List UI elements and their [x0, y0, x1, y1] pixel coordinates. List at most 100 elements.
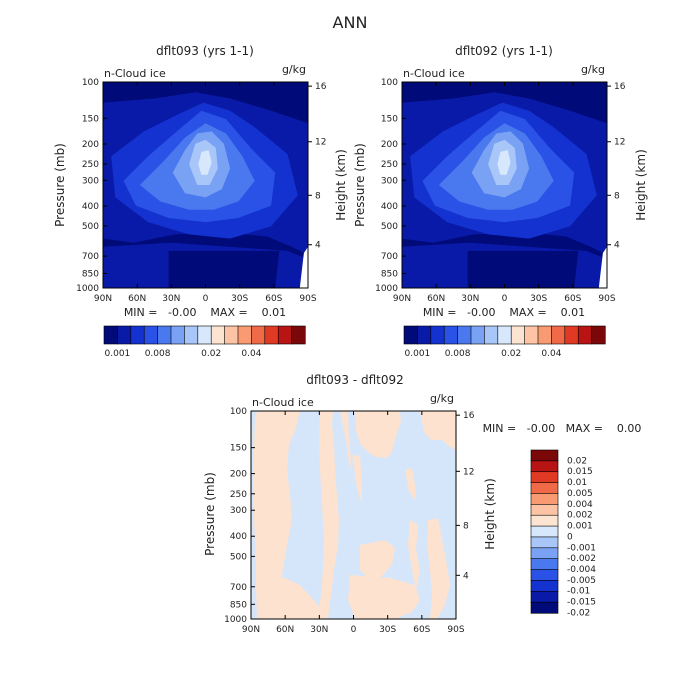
colorbar-box: [170, 325, 185, 345]
colorbar-box: [524, 325, 539, 345]
topography-mask: [598, 246, 607, 288]
contour-field: [402, 82, 607, 288]
contour-field: [103, 82, 308, 288]
colorbar-box: [530, 482, 559, 495]
units-label: g/kg: [430, 392, 454, 405]
x-tick-label: 60N: [128, 294, 146, 304]
surface-core: [467, 250, 579, 288]
topography-mask: [299, 246, 308, 288]
contour-level-7: [497, 150, 511, 175]
contour-levels: [402, 92, 607, 288]
panel-dflt092: dflt092 (yrs 1-1) n-Cloud ice g/kg Press…: [353, 44, 648, 359]
contour-level-7: [198, 150, 212, 175]
colorbar-box: [530, 536, 559, 549]
y-tick-label: 400: [82, 202, 99, 212]
panel-title: dflt092 (yrs 1-1): [455, 44, 553, 58]
colorbar-box: [530, 493, 559, 505]
variable-label: n-Cloud ice: [104, 67, 166, 80]
y-tick-label: 400: [381, 202, 398, 212]
colorbar-label: -0.005: [567, 576, 596, 586]
y2-tick-label: 4: [315, 241, 321, 251]
units-label: g/kg: [282, 63, 306, 76]
colorbar-label: 0.02: [501, 349, 521, 359]
y2-tick-label: 8: [463, 521, 469, 531]
x-tick-label: 30N: [461, 294, 479, 304]
colorbar-box: [251, 325, 266, 345]
colorbar-label: 0.001: [567, 522, 593, 532]
axes: 90N 60N 30N 0 30S 60S 90S 100 150 200 250 300 400 500…: [375, 78, 626, 304]
colorbar-label: 0.002: [567, 511, 593, 521]
y2-tick-label: 4: [614, 241, 620, 251]
colorbar-label: 0.015: [567, 467, 593, 477]
colorbar-label: 0.04: [241, 349, 261, 359]
colorbar-box: [117, 325, 132, 345]
y2-tick-label: 12: [614, 138, 625, 148]
stats-text: MIN = -0.00 MAX = 0.01: [423, 306, 585, 319]
colorbar-label: 0.01: [567, 478, 587, 488]
y-tick-label: 250: [230, 490, 247, 500]
colorbar: 0.020.0150.010.0050.0040.0020.0010-0.001…: [530, 449, 596, 618]
colorbar-label: 0.04: [541, 349, 561, 359]
colorbar-box: [143, 325, 159, 345]
stats-text: MIN = -0.00 MAX = 0.01: [124, 306, 286, 319]
colorbar-box: [530, 547, 559, 560]
y-tick-label: 200: [230, 470, 247, 480]
colorbar-label: -0.02: [567, 608, 590, 618]
x-tick-label: 30S: [379, 625, 396, 635]
axes: 90N 60N 30N 0 30S 60S 90S 100 150 200 250 300 400 500…: [76, 78, 327, 304]
x-tick-label: 0: [203, 294, 209, 304]
colorbar-label: -0.015: [567, 598, 596, 608]
colorbar-label: 0.008: [145, 349, 171, 359]
colorbar-box: [564, 325, 579, 345]
y-axis-label: Pressure (mb): [353, 143, 367, 227]
colorbar-box: [403, 325, 418, 345]
y-tick-label: 150: [381, 114, 398, 124]
colorbar-box: [530, 514, 559, 527]
x-tick-label: 90S: [598, 294, 615, 304]
x-tick-label: 30N: [162, 294, 180, 304]
y-tick-label: 300: [82, 176, 99, 186]
x-tick-label: 0: [502, 294, 508, 304]
positive-anomaly-regions: [253, 411, 456, 619]
colorbar-box: [264, 325, 279, 345]
y2-axis-label: Height (km): [634, 149, 648, 220]
colorbar-label: 0.004: [567, 500, 593, 510]
colorbar: 0.001 0.008 0.02 0.04: [403, 325, 606, 359]
y-tick-label: 250: [82, 160, 99, 170]
axes: 90N 60N 30N 0 30S 60S 90S 100 150 200 250 300 400 500…: [224, 407, 475, 635]
panel-difference: dflt093 - dflt092 n-Cloud ice g/kg: [203, 373, 641, 635]
y2-axis-label: Height (km): [334, 149, 348, 220]
colorbar-box: [210, 325, 226, 345]
y-tick-label: 500: [381, 222, 398, 232]
x-tick-label: 60S: [265, 294, 282, 304]
x-tick-label: 0: [351, 625, 357, 635]
colorbar-box: [530, 471, 559, 484]
colorbar-box: [103, 325, 118, 345]
panel-title: dflt093 - dflt092: [306, 373, 404, 387]
stats-text: MIN = -0.00 MAX = 0.00: [483, 422, 642, 435]
y-axis-label: Pressure (mb): [53, 143, 67, 227]
colorbar-label: 0.001: [405, 349, 431, 359]
y2-axis-label: Height (km): [483, 478, 497, 549]
contour-field: [251, 411, 456, 619]
colorbar-box: [530, 525, 559, 538]
y2-tick-label: 16: [315, 82, 327, 92]
colorbar-box: [457, 325, 472, 345]
colorbar-label: -0.004: [567, 565, 596, 575]
colorbar-box: [591, 325, 606, 345]
y-tick-label: 400: [230, 532, 247, 542]
y-tick-label: 1000: [76, 284, 99, 294]
variable-label: n-Cloud ice: [252, 396, 314, 409]
colorbar-label: -0.002: [567, 554, 596, 564]
colorbar-box: [530, 569, 559, 581]
colorbar-box: [530, 580, 559, 592]
y-tick-label: 300: [230, 506, 247, 516]
colorbar-box: [530, 601, 559, 614]
y-tick-label: 100: [230, 407, 247, 417]
colorbar-box: [224, 325, 239, 345]
colorbar-box: [417, 325, 432, 345]
y-tick-label: 150: [230, 444, 247, 454]
y-tick-label: 1000: [224, 615, 247, 625]
y-tick-label: 200: [381, 140, 398, 150]
colorbar-box: [551, 325, 566, 345]
